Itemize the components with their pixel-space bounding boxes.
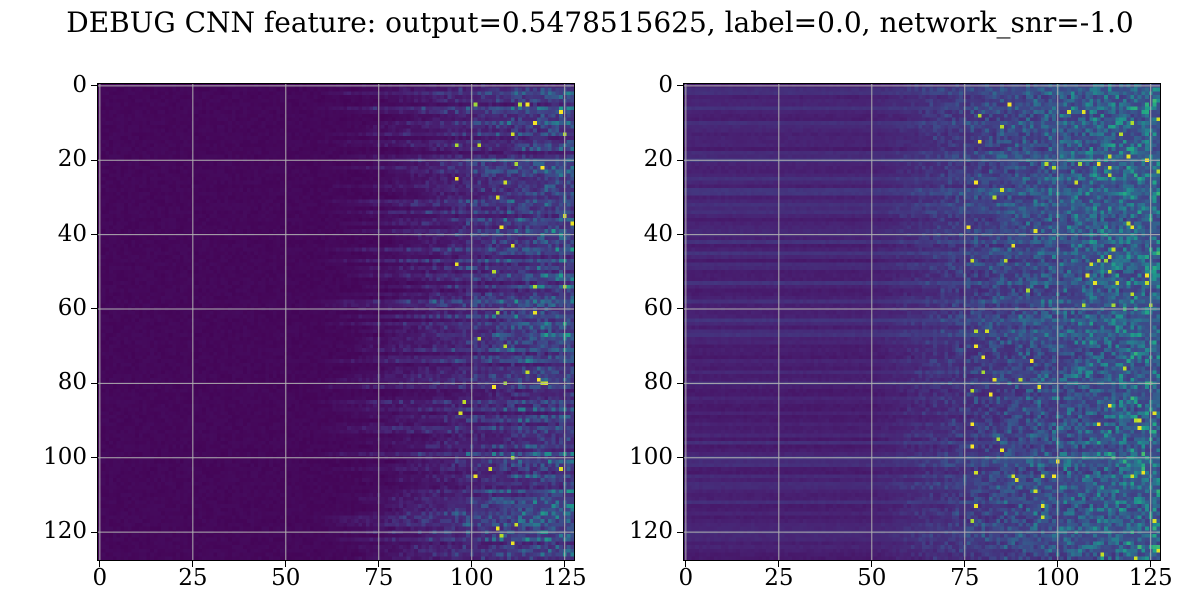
heatmap-left [97,83,575,561]
right-xtick-mark [964,561,966,567]
right-ytick-label: 100 [629,443,673,470]
right-ytick-label: 120 [629,518,673,545]
right-ytick-label: 80 [643,369,673,396]
left-ytick-mark [91,457,97,459]
left-ytick-label: 40 [57,220,87,247]
right-xtick-mark [778,561,780,567]
left-ytick-label: 60 [57,294,87,321]
heatmap-left-grid [98,84,574,560]
right-ytick-mark [677,85,683,87]
left-ytick-label: 120 [43,518,87,545]
left-xtick-label: 125 [542,565,587,591]
left-ytick-label: 80 [57,369,87,396]
left-ytick-label: 0 [72,71,87,98]
heatmap-right-grid [684,84,1160,560]
right-xtick-label: 75 [950,565,980,591]
right-xtick-label: 25 [764,565,794,591]
left-ytick-mark [91,308,97,310]
right-xtick-label: 125 [1128,565,1173,591]
right-xtick-label: 100 [1035,565,1080,591]
left-ytick-mark [91,531,97,533]
left-ytick-label: 20 [57,146,87,173]
right-ytick-mark [677,234,683,236]
left-xtick-label: 25 [178,565,208,591]
left-ytick-mark [91,382,97,384]
right-xtick-mark [871,561,873,567]
right-xtick-label: 0 [678,565,694,591]
left-xtick-label: 0 [92,565,108,591]
right-ytick-mark [677,382,683,384]
right-ytick-label: 0 [658,71,673,98]
right-xtick-mark [1057,561,1059,567]
left-ytick-mark [91,159,97,161]
left-ytick-mark [91,85,97,87]
left-xtick-mark [192,561,194,567]
heatmap-left-image [98,84,574,560]
left-xtick-mark [471,561,473,567]
right-xtick-mark [1150,561,1152,567]
right-ytick-mark [677,531,683,533]
figure-title: DEBUG CNN feature: output=0.5478515625, … [66,6,1134,39]
right-ytick-mark [677,308,683,310]
right-ytick-mark [677,159,683,161]
left-xtick-mark [564,561,566,567]
right-ytick-label: 40 [643,220,673,247]
left-xtick-label: 50 [271,565,301,591]
heatmap-right-image [684,84,1160,560]
left-xtick-mark [285,561,287,567]
right-xtick-mark [685,561,687,567]
left-ytick-label: 100 [43,443,87,470]
left-ytick-mark [91,234,97,236]
heatmap-right [683,83,1161,561]
right-ytick-mark [677,457,683,459]
right-ytick-label: 60 [643,294,673,321]
left-xtick-label: 75 [364,565,394,591]
right-ytick-label: 20 [643,146,673,173]
left-xtick-mark [99,561,101,567]
right-xtick-label: 50 [857,565,887,591]
left-xtick-mark [378,561,380,567]
left-xtick-label: 100 [449,565,494,591]
